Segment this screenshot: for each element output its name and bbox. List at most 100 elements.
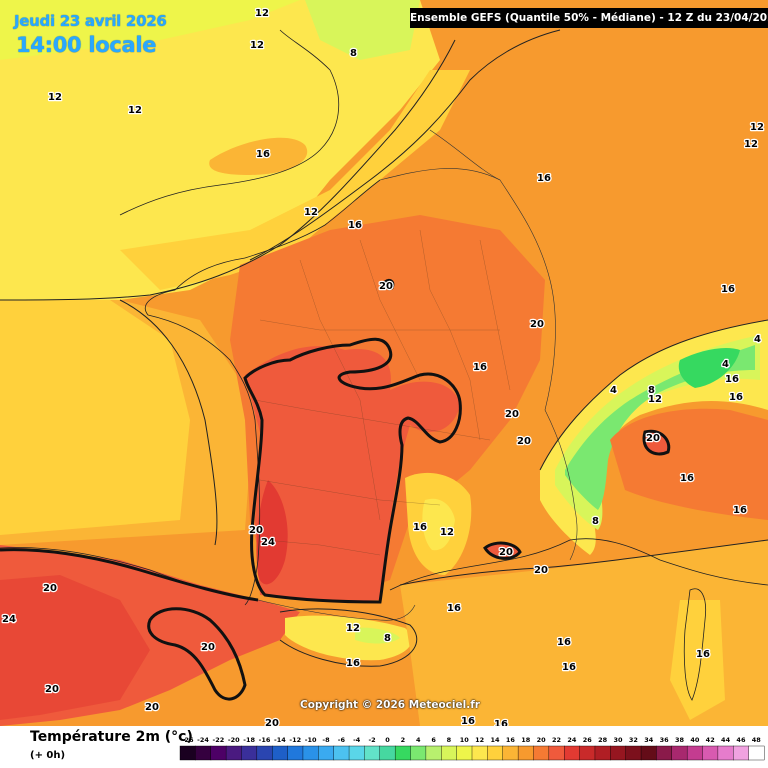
isotherm-label: 16: [346, 658, 360, 669]
isotherm-label: 16: [447, 603, 461, 614]
color-scale-cell: [195, 745, 212, 761]
isotherm-label: 8: [648, 385, 655, 396]
color-scale-cell: [594, 745, 611, 761]
isotherm-label: 20: [379, 281, 393, 292]
isotherm-label: 16: [473, 362, 487, 373]
isotherm-label: 12: [128, 105, 142, 116]
isotherm-label: 20: [201, 642, 215, 653]
isotherm-label: 16: [680, 473, 694, 484]
color-scale-cell: [272, 745, 289, 761]
field-24-landes: [256, 480, 288, 585]
isotherm-label: 16: [562, 662, 576, 673]
color-scale-cell: [640, 745, 657, 761]
isotherm-20-france: [243, 337, 462, 604]
isotherm-label: 20: [43, 583, 57, 594]
color-scale-tick: -26: [182, 736, 194, 744]
field-4-alps: [565, 345, 755, 510]
isotherm-label: 16: [696, 649, 710, 660]
isotherm-label: 16: [729, 392, 743, 403]
isotherm-label: 20: [530, 319, 544, 330]
color-scale-cell: [671, 745, 688, 761]
color-scale-tick: -20: [228, 736, 240, 744]
color-scale-cell: [610, 745, 627, 761]
isotherm-label: 16: [725, 374, 739, 385]
isotherm-label: 20: [517, 436, 531, 447]
color-scale-cell: [733, 745, 750, 761]
isotherm-20-contours: [0, 278, 671, 701]
color-scale-tick: 18: [521, 736, 531, 744]
field-12-north: [0, 0, 440, 300]
color-scale-tick: 42: [706, 736, 715, 744]
isotherm-label: 16: [348, 220, 362, 231]
isotherm-label: 16: [256, 149, 270, 160]
isotherm-16-atlantic: [119, 299, 218, 546]
coastline-corsica: [683, 588, 707, 701]
color-scale-tick: -10: [305, 736, 317, 744]
color-scale-tick: 38: [675, 736, 685, 744]
field-8-northsea: [305, 0, 420, 60]
isotherm-label: 12: [744, 139, 758, 150]
isotherm-label: 16: [494, 719, 508, 726]
color-scale-tick: 36: [660, 736, 670, 744]
color-scale-tick: 10: [460, 736, 470, 744]
isotherm-label: 4: [722, 359, 729, 370]
isotherm-label: 20: [499, 547, 513, 558]
color-scale-cell: [686, 745, 704, 761]
field-12-pyrenees: [285, 615, 412, 661]
color-scale-cell: [748, 745, 765, 761]
isotherm-label: 20: [505, 409, 519, 420]
color-scale-cell: [579, 745, 596, 761]
color-scale-cell: [394, 745, 412, 761]
color-scale-cell: [256, 745, 273, 761]
isotherm-label: 12: [255, 8, 269, 19]
isotherm-label: 8: [384, 633, 391, 644]
border-benelux: [429, 129, 501, 181]
isotherm-20-iberia: [0, 548, 259, 602]
color-scale-tick: 26: [583, 736, 593, 744]
isotherm-16-pyrenees: [279, 608, 418, 667]
isotherm-label: 16: [461, 716, 475, 726]
isotherm-thin-contours: [0, 29, 768, 667]
isotherm-label: 16: [537, 173, 551, 184]
isotherm-12-north: [0, 39, 456, 301]
color-scale-cell: [302, 745, 319, 761]
color-scale-cell: [425, 745, 442, 761]
legend-footer: Température 2m (°c) (+ 0h) -26 -24 -22 -20-…: [0, 726, 768, 768]
isotherm-label: 20: [45, 684, 59, 695]
color-scale-tick: -14: [274, 736, 286, 744]
color-scale-tick: 34: [644, 736, 654, 744]
isotherm-label: 20: [145, 702, 159, 713]
color-scale-tick: 20: [537, 736, 547, 744]
color-scale-cell: [179, 745, 196, 761]
isotherm-label: 16: [413, 522, 427, 533]
color-scale-tick: -22: [213, 736, 225, 744]
color-scale-cell: [564, 745, 581, 761]
color-scale-cell: [471, 745, 488, 761]
color-scale-tick: 14: [491, 736, 501, 744]
field-8-pyrenees: [355, 627, 400, 644]
isotherm-label: 12: [250, 40, 264, 51]
isotherm-label: 20: [534, 565, 548, 576]
coastline-med: [389, 538, 768, 591]
temperature-map: 12 12 8 12 12 16 12 12 16 12 16 20 20 16…: [0, 0, 768, 726]
isotherm-label: 24: [2, 614, 16, 625]
border-france-east: [379, 168, 578, 561]
color-scale-cell: [241, 745, 258, 761]
color-scale-tick: 40: [690, 736, 700, 744]
isotherm-20-iberia-inner: [147, 607, 247, 701]
color-scale-tick: -4: [353, 736, 361, 744]
color-scale-tick: 8: [447, 736, 452, 744]
color-scale-cell: [717, 745, 734, 761]
color-scale-cell: [656, 745, 673, 761]
isotherm-20-provence: [483, 541, 522, 560]
color-scale-tick: 4: [416, 736, 421, 744]
isotherm-16-med: [399, 539, 768, 586]
color-scale-tick: 28: [598, 736, 608, 744]
color-scale-tick: 16: [506, 736, 516, 744]
model-run-banner: Ensemble GEFS (Quantile 50% - Médiane) -…: [410, 8, 768, 28]
color-scale-cell: [625, 745, 642, 761]
color-scale-cell: [364, 745, 381, 761]
color-scale-cell: [379, 745, 396, 761]
color-scale-cell: [533, 745, 550, 761]
coastline-france-west: [144, 257, 261, 606]
